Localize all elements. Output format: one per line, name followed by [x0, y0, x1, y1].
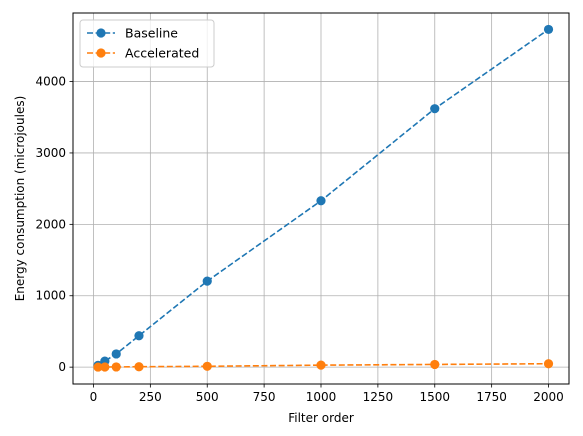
data-point: [202, 361, 212, 371]
y-tick-label: 4000: [35, 75, 66, 89]
x-tick-label: 1000: [306, 390, 337, 404]
x-tick-label: 1250: [363, 390, 394, 404]
data-point: [134, 331, 144, 341]
y-tick-label: 0: [58, 360, 66, 374]
series-baseline: [93, 24, 554, 370]
legend-item-accelerated: Accelerated: [87, 46, 199, 61]
data-point: [316, 196, 326, 206]
legend-marker: [96, 48, 106, 58]
legend-label: Baseline: [125, 26, 178, 41]
data-point: [202, 276, 212, 286]
data-point: [316, 360, 326, 370]
x-tick-label: 2000: [533, 390, 564, 404]
data-point: [543, 359, 554, 369]
axis-ticks: 0 250 500 750 1000 1250 1500 1750 2000 0 1000 2000 3…: [35, 75, 563, 404]
legend: Baseline Accelerated: [79, 19, 215, 68]
data-point: [100, 362, 110, 372]
data-point: [543, 24, 554, 35]
data-point: [93, 362, 103, 372]
x-tick-label: 0: [90, 390, 98, 404]
x-tick-label: 1500: [419, 390, 450, 404]
data-point: [430, 359, 440, 370]
x-tick-label: 500: [196, 390, 219, 404]
series-layer: [93, 24, 554, 372]
y-axis-label: Energy consumption (microjoules): [13, 96, 27, 302]
data-point: [134, 362, 144, 372]
y-tick-label: 1000: [35, 289, 66, 303]
x-tick-label: 750: [253, 390, 276, 404]
y-tick-label: 3000: [35, 146, 66, 160]
legend-box: [79, 19, 215, 68]
data-point: [430, 104, 440, 114]
x-axis-label: Filter order: [288, 411, 354, 425]
legend-marker: [96, 28, 106, 38]
y-tick-label: 2000: [35, 217, 66, 231]
x-tick-label: 1750: [476, 390, 507, 404]
series-accelerated: [93, 359, 554, 372]
data-point: [111, 362, 121, 372]
legend-item-baseline: Baseline: [87, 26, 178, 41]
data-point: [111, 349, 121, 359]
x-tick-label: 250: [139, 390, 162, 404]
legend-label: Accelerated: [125, 46, 199, 61]
